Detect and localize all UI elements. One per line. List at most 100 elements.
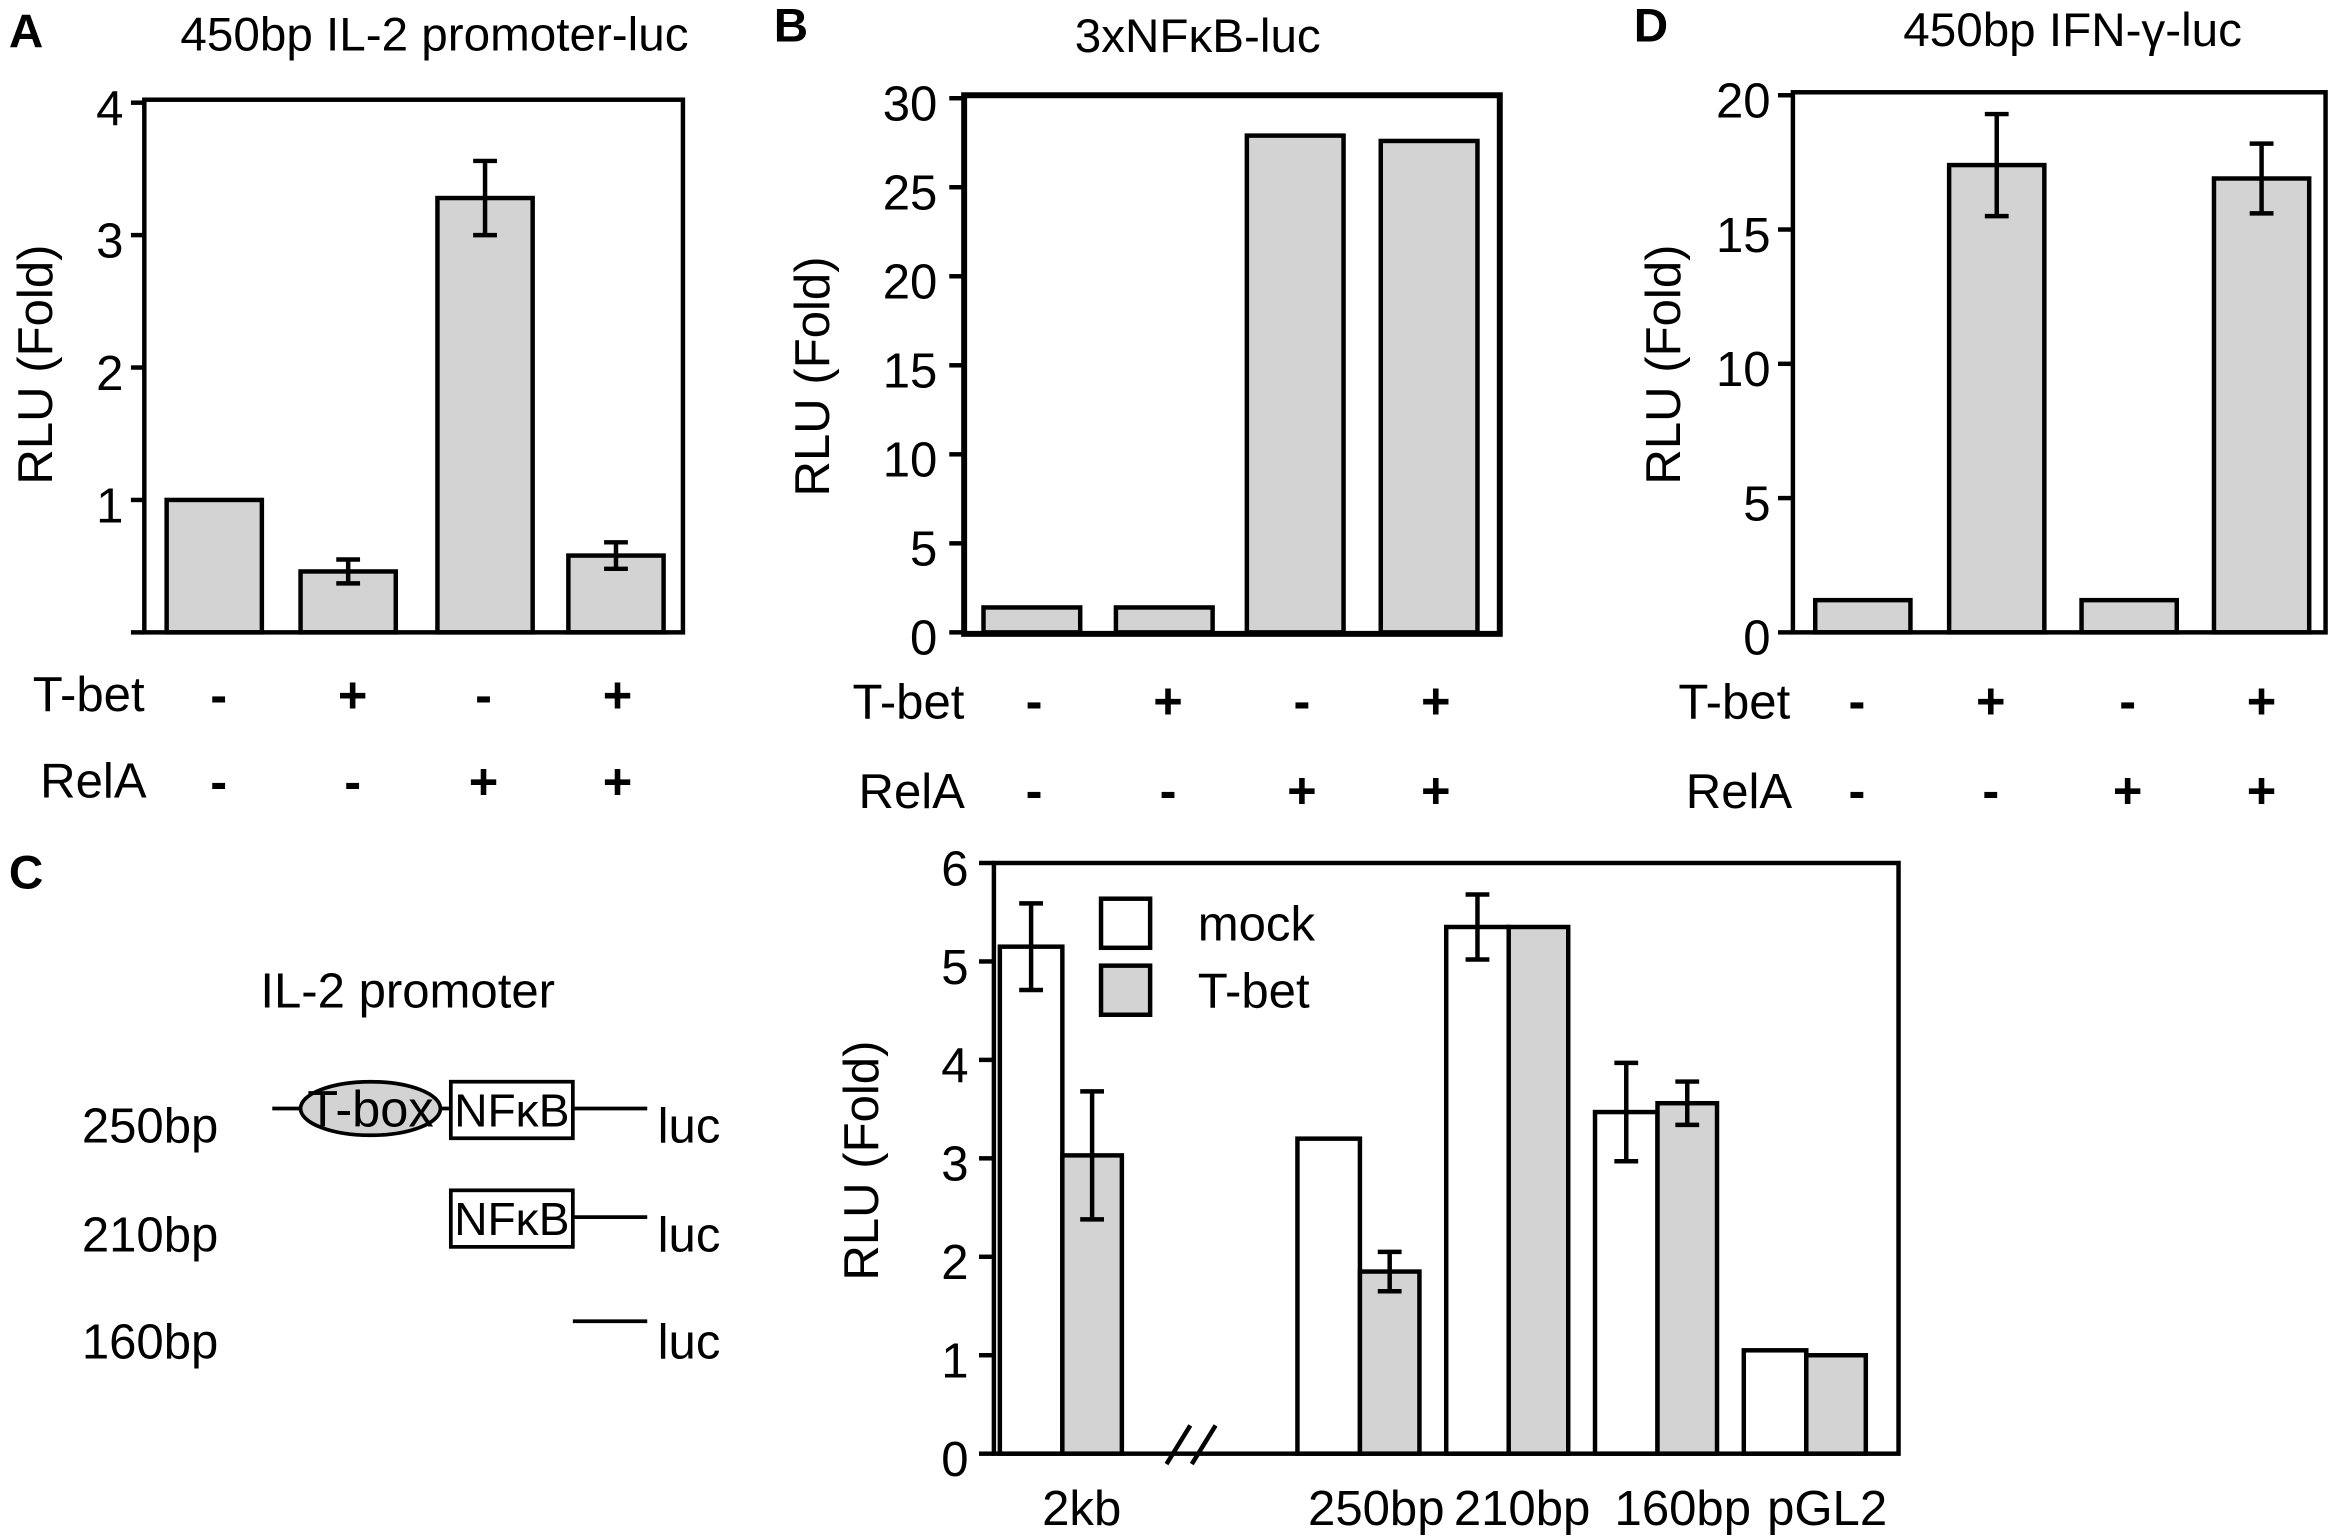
y-axis-label: RLU (Fold) [835,1041,889,1281]
plus-sign: + [1153,673,1183,730]
y-tick-label: 25 [883,167,938,221]
y-tick-label: 0 [1743,612,1770,666]
factor-label: T-bet [1678,676,1790,730]
x-tick-label: 250bp [1308,1482,1445,1536]
axis-break-mark [1164,1424,1218,1466]
error-bar [473,158,497,238]
bar [1244,133,1346,635]
error-bar [1984,111,2009,219]
error-bar-mock [1465,892,1490,962]
construct-160bp: 160bp luc [82,1315,721,1369]
bar-t-bet [1506,924,1571,1456]
construct-250bp: 250bp T-box NFκB luc [82,1079,721,1154]
x-tick-label: 160bp [1615,1482,1752,1536]
bar [2079,597,2180,635]
bar [2211,176,2312,635]
y-tick-label: 1 [96,479,123,533]
y-tick-label: 3 [941,1138,968,1192]
construct-210bp: 210bp NFκB luc [82,1188,721,1262]
reporter-label: luc [658,1100,721,1154]
x-tick-label: 2kb [1042,1482,1121,1536]
panel-a-chart: A 450bp IL-2 promoter-luc RLU (Fold) T-bet -… [9,6,689,810]
bar [981,605,1083,635]
construct-label: 250bp [82,1100,219,1154]
chart-title: 450bp IL-2 promoter-luc [180,9,688,62]
error-bar [2249,141,2274,216]
minus-sign: - [344,753,361,810]
minus-sign: - [210,753,227,810]
factor-label: T-bet [33,668,145,722]
bar-t-bet [1357,1269,1422,1456]
plus-sign: + [1421,762,1451,819]
bar [435,195,535,635]
plus-sign: + [1976,673,2006,730]
y-tick-label: 5 [941,941,968,995]
y-tick-label: 3 [96,214,123,268]
bars [164,158,666,635]
y-tick-label: 0 [910,612,937,666]
minus-sign: - [475,667,492,724]
y-tick-label: 1 [941,1335,968,1389]
y-tick-label: 15 [1716,209,1771,263]
y-tick-label: 4 [941,1039,968,1093]
y-tick-label: 4 [96,82,123,136]
legend-label: T-bet [1198,964,1310,1018]
plus-sign: + [1287,762,1317,819]
y-axis-label: RLU (Fold) [9,245,63,485]
minus-sign: - [1026,762,1043,819]
bar-t-bet [1804,1353,1869,1456]
plus-sign: + [1421,673,1451,730]
reporter-label: luc [658,1208,721,1262]
minus-sign: - [2119,673,2136,730]
plus-sign: + [2247,762,2277,819]
minus-sign: - [1160,762,1177,819]
y-tick-label: 20 [883,256,938,310]
minus-sign: - [1026,673,1043,730]
y-tick-label: 20 [1716,75,1771,129]
bars [1812,111,2312,635]
y-tick-label: 0 [941,1433,968,1487]
minus-sign: - [210,667,227,724]
bar-mock [1295,1136,1363,1456]
error-bar [604,540,628,572]
chart-title: 450bp IFN-γ-luc [1903,4,2242,57]
panel-letter: A [9,6,43,59]
factor-label: RelA [1686,765,1793,819]
nfkb-label: NFκB [454,1084,569,1136]
error-bar-mock [1019,901,1044,993]
legend-swatch [1098,963,1153,1017]
plus-sign: + [603,753,633,810]
bars [981,133,1480,635]
nfkb-label: NFκB [454,1193,569,1245]
construct-label: 210bp [82,1208,219,1262]
legend: mock T-bet [1098,896,1315,1018]
plus-sign: + [603,667,633,724]
chart-title: 3xNFκB-luc [1075,10,1321,63]
minus-sign: - [1848,762,1865,819]
y-tick-label: 30 [883,78,938,132]
bar [164,497,265,635]
plus-sign: + [2113,762,2143,819]
y-tick-label: 5 [1743,477,1770,531]
legend-swatch [1098,896,1153,951]
plus-sign: + [338,667,368,724]
plus-sign: + [469,753,499,810]
bar-mock [1741,1348,1809,1456]
y-tick-label: 10 [1716,343,1771,397]
bar [1113,605,1215,635]
x-tick-label: 210bp [1454,1482,1591,1536]
bar [1946,162,2047,635]
construct-label: 160bp [82,1315,219,1369]
y-axis-label: RLU (Fold) [786,256,840,496]
x-tick-label: pGL2 [1767,1482,1887,1536]
y-axis-label: RLU (Fold) [1637,245,1691,485]
y-tick-label: 5 [910,523,937,577]
error-bar-t-bet [1377,1249,1402,1294]
panel-letter: D [1634,0,1668,53]
y-tick-label: 2 [941,1236,968,1290]
minus-sign: - [1293,673,1310,730]
panel-b-chart: B 3xNFκB-luc RLU (Fold) T-bet - + - + RelA - - + +0 5… [774,0,1503,819]
panel-d-chart: D 450bp IFN-γ-luc RLU (Fold) T-bet - + - + RelA -… [1634,0,2328,819]
